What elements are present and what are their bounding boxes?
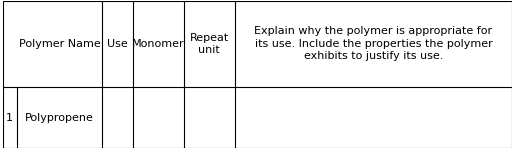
Text: Use: Use [107,39,128,49]
Text: 1: 1 [6,113,13,123]
Text: Monomer: Monomer [132,39,184,49]
Text: Repeat
unit: Repeat unit [190,33,229,55]
Text: Polymer Name: Polymer Name [19,39,100,49]
Text: Polypropene: Polypropene [25,113,94,123]
Text: Explain why the polymer is appropriate for
its use. Include the properties the p: Explain why the polymer is appropriate f… [254,27,492,61]
